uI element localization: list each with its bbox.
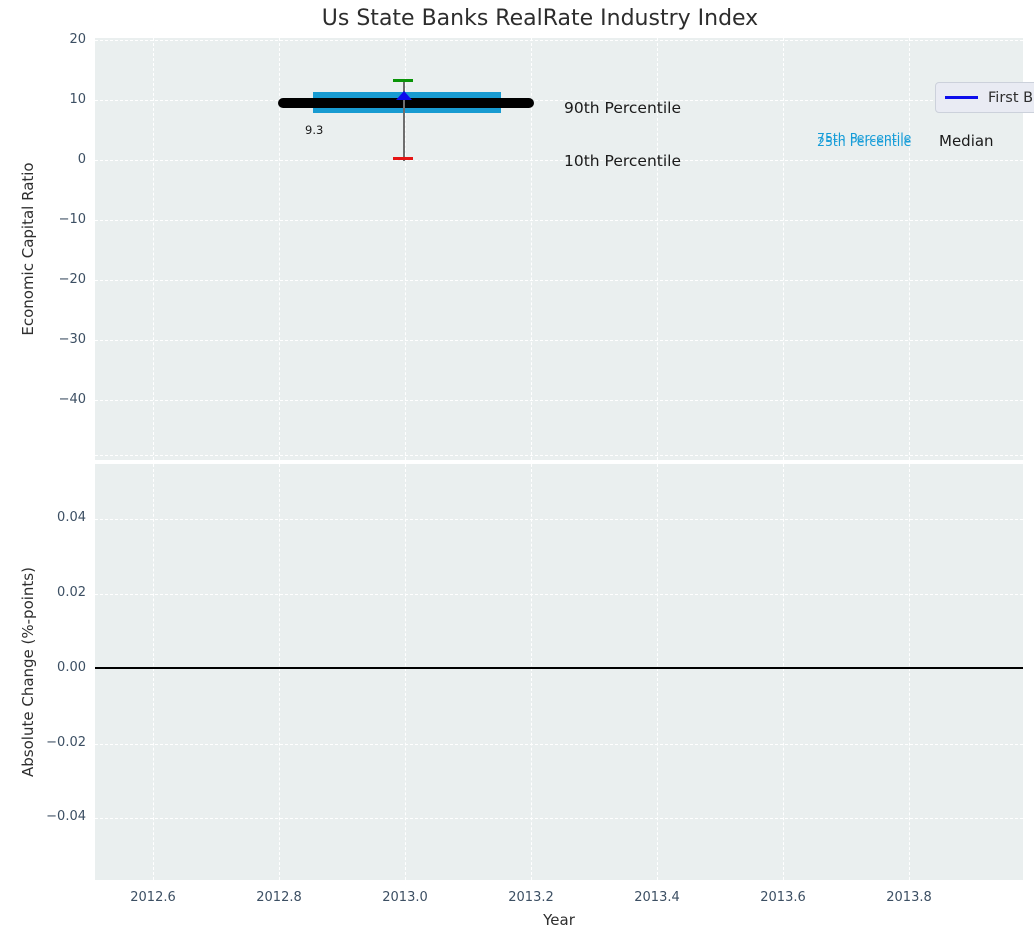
ytick-label: 0.00 xyxy=(57,660,86,675)
gridline-v xyxy=(531,464,532,880)
plot-area-top: 9.3 90th Percentile 10th Percentile 75th… xyxy=(95,38,1034,460)
ytick-label: −30 xyxy=(58,332,86,347)
gridline-v xyxy=(783,464,784,880)
gridline-v xyxy=(783,38,784,460)
gridline-h xyxy=(95,594,1023,595)
gridline-v xyxy=(657,38,658,460)
xtick-label: 2013.6 xyxy=(760,890,806,905)
gridline-h xyxy=(95,818,1023,819)
p10-label: 10th Percentile xyxy=(564,152,682,170)
gridline-h xyxy=(95,744,1023,745)
legend: First Bancorp Pr xyxy=(935,82,1034,113)
whisker-line xyxy=(403,81,405,161)
gridline-h xyxy=(95,340,1023,341)
gridline-h xyxy=(95,40,1023,41)
gridline-v xyxy=(279,38,280,460)
legend-line-icon xyxy=(945,96,978,99)
xtick-label: 2013.0 xyxy=(382,890,428,905)
gridline-h xyxy=(95,220,1023,221)
gridline-v xyxy=(909,464,910,880)
y-axis-label-bottom: Absolute Change (%-points) xyxy=(19,567,37,777)
gridline-v xyxy=(405,38,406,460)
p10-cap xyxy=(393,157,413,160)
gridline-v xyxy=(657,464,658,880)
gridline-v xyxy=(153,38,154,460)
gridline-h xyxy=(95,160,1023,161)
y-axis-label-top: Economic Capital Ratio xyxy=(19,162,37,336)
xtick-label: 2012.6 xyxy=(130,890,176,905)
gridline-h xyxy=(95,280,1023,281)
gridline-h xyxy=(95,519,1023,520)
x-axis-label: Year xyxy=(543,911,575,929)
p90-cap xyxy=(393,79,413,82)
gridline-v xyxy=(531,38,532,460)
p75-label: 75th Percentile xyxy=(817,130,912,145)
page-title: Us State Banks RealRate Industry Index xyxy=(321,6,759,31)
gridline-v xyxy=(405,464,406,880)
ytick-label: 0.04 xyxy=(57,510,86,525)
gridline-v xyxy=(153,464,154,880)
plot-area-bottom xyxy=(95,464,1023,880)
xtick-label: 2012.8 xyxy=(256,890,302,905)
zero-line xyxy=(95,667,1023,669)
legend-label: First Bancorp Pr xyxy=(988,89,1034,106)
ytick-label: −0.04 xyxy=(46,809,86,824)
ytick-label: −40 xyxy=(58,392,86,407)
ytick-label: −10 xyxy=(58,212,86,227)
ytick-label: −20 xyxy=(58,272,86,287)
p25-label: 25th Percentile xyxy=(817,134,912,149)
xtick-label: 2013.2 xyxy=(508,890,554,905)
p90-label: 90th Percentile xyxy=(564,99,682,117)
gridline-v xyxy=(909,38,910,460)
gridline-h xyxy=(95,400,1023,401)
gridline-h xyxy=(95,100,1023,101)
ytick-label: 10 xyxy=(69,92,86,107)
gridline-h xyxy=(95,455,1023,456)
company-marker-icon xyxy=(396,91,412,100)
ytick-label: 20 xyxy=(69,32,86,47)
median-label: Median xyxy=(939,132,994,150)
ytick-label: 0.02 xyxy=(57,585,86,600)
ytick-label: −0.02 xyxy=(46,735,86,750)
median-line xyxy=(278,98,534,108)
gridline-v xyxy=(279,464,280,880)
ytick-label: 0 xyxy=(77,152,86,167)
median-value-label: 9.3 xyxy=(305,123,324,137)
xtick-label: 2013.4 xyxy=(634,890,680,905)
xtick-label: 2013.8 xyxy=(886,890,932,905)
